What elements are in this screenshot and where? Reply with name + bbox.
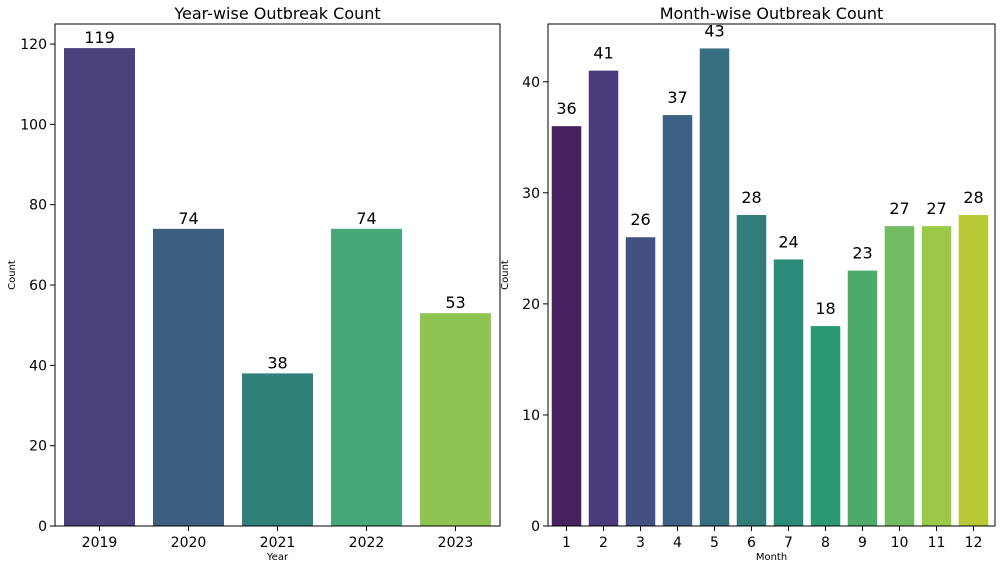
- chart-1-data-label-2022: 74: [356, 209, 376, 228]
- chart-2-bar-9: [847, 270, 878, 526]
- chart-2-data-label-1: 36: [556, 99, 576, 118]
- chart-2-data-label-10: 27: [889, 199, 909, 218]
- chart-2-data-label-11: 27: [926, 199, 946, 218]
- chart-2-bar-8: [810, 326, 841, 526]
- chart-2-y-tick-label-30: 30: [522, 186, 540, 202]
- chart-2-x-tick-label-1: 1: [562, 535, 571, 551]
- chart-1-bar-2020: [153, 228, 224, 527]
- chart-2-bar-11: [921, 226, 952, 526]
- chart-2-x-tick-label-12: 12: [965, 535, 983, 551]
- chart-1-bar-2021: [242, 373, 313, 526]
- chart-1-x-axis-label: Year: [266, 552, 289, 563]
- chart-1-x-tick-label-2023: 2023: [438, 535, 474, 551]
- chart-2-plot-frame: [547, 23, 996, 527]
- chart-2-bar-6: [736, 215, 767, 526]
- chart-1-bar-2023: [420, 313, 491, 526]
- chart-1-y-tick-label-40: 40: [29, 358, 47, 374]
- chart-1-x-tick-label-2022: 2022: [349, 535, 385, 551]
- chart-2-x-tick-label-10: 10: [891, 535, 909, 551]
- chart-2-x-tick-label-8: 8: [821, 535, 830, 551]
- chart-2-x-tick-label-3: 3: [636, 535, 645, 551]
- chart-1-x-tick-label-2019: 2019: [82, 535, 118, 551]
- chart-1-y-tick-label-20: 20: [29, 439, 47, 455]
- chart-2-x-axis-label: Month: [756, 552, 787, 563]
- chart-2-data-label-5: 43: [704, 21, 724, 40]
- chart-2-y-tick-label-20: 20: [522, 297, 540, 313]
- chart-2-x-tick-label-4: 4: [673, 535, 682, 551]
- chart-1-y-tick-label-120: 120: [20, 37, 47, 53]
- chart-2-bar-4: [662, 115, 693, 526]
- chart-2-x-tick-label-9: 9: [858, 535, 867, 551]
- chart-1-data-label-2020: 74: [178, 209, 198, 228]
- chart-2-data-label-7: 24: [778, 232, 798, 251]
- chart-2-bar-12: [958, 215, 989, 526]
- chart-2-x-tick-label-2: 2: [599, 535, 608, 551]
- chart-1-y-tick-label-100: 100: [20, 117, 47, 133]
- chart-1-plot-frame: [54, 23, 501, 527]
- chart-2-data-label-3: 26: [630, 210, 650, 229]
- chart-2-title: Month-wise Outbreak Count: [660, 4, 884, 23]
- chart-2-bar-2: [588, 70, 619, 526]
- chart-2-data-label-2: 41: [593, 44, 613, 63]
- chart-2-data-label-6: 28: [741, 188, 761, 207]
- chart-2-bar-10: [884, 226, 915, 526]
- chart-2-x-tick-label-5: 5: [710, 535, 719, 551]
- chart-1-data-label-2021: 38: [267, 353, 287, 372]
- chart-1-data-label-2023: 53: [445, 293, 465, 312]
- chart-2-bar-1: [551, 126, 582, 526]
- chart-2-data-label-8: 18: [815, 299, 835, 318]
- chart-2-x-tick-label-6: 6: [747, 535, 756, 551]
- chart-1-bar-2019: [64, 48, 135, 526]
- chart-2-y-tick-label-10: 10: [522, 408, 540, 424]
- chart-1-y-tick-label-0: 0: [38, 519, 47, 535]
- chart-2-bar-3: [625, 237, 656, 526]
- chart-1-data-label-2019: 119: [84, 28, 115, 47]
- chart-1-y-tick-label-80: 80: [29, 198, 47, 214]
- chart-2-y-tick-label-40: 40: [522, 75, 540, 91]
- chart-1-bar-2022: [331, 228, 402, 527]
- chart-2-data-label-9: 23: [852, 244, 872, 263]
- chart-1-y-axis-label: Count: [7, 260, 18, 290]
- chart-2-y-tick-label-0: 0: [531, 519, 540, 535]
- chart-2-x-tick-label-11: 11: [928, 535, 946, 551]
- chart-1-y-tick-label-60: 60: [29, 278, 47, 294]
- chart-2-bar-7: [773, 259, 804, 526]
- chart-1-x-tick-label-2021: 2021: [260, 535, 296, 551]
- chart-2-data-label-12: 28: [963, 188, 983, 207]
- chart-2-data-label-4: 37: [667, 88, 687, 107]
- chart-2-y-axis-label: Count: [500, 260, 511, 290]
- chart-1-title: Year-wise Outbreak Count: [173, 4, 380, 23]
- chart-1-x-tick-label-2020: 2020: [171, 535, 207, 551]
- chart-2-bar-5: [699, 48, 730, 527]
- chart-2-x-tick-label-7: 7: [784, 535, 793, 551]
